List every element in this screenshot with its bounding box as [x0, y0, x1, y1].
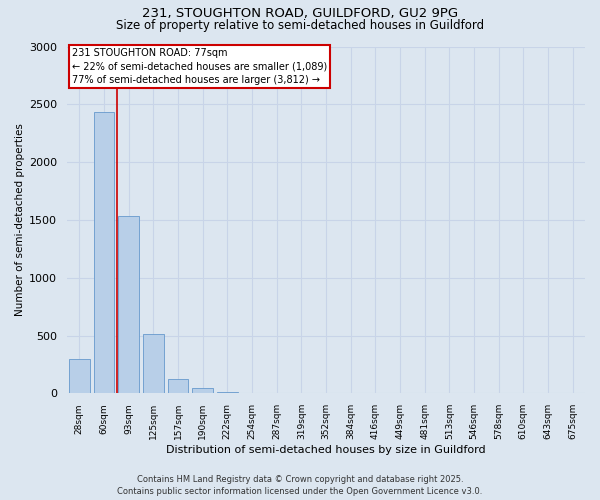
Bar	[69, 358, 90, 394]
Bar	[192, 388, 213, 394]
Bar	[217, 392, 238, 394]
Bar	[94, 112, 115, 394]
X-axis label: Distribution of semi-detached houses by size in Guildford: Distribution of semi-detached houses by …	[166, 445, 486, 455]
Bar	[143, 334, 164, 394]
Text: 231, STOUGHTON ROAD, GUILDFORD, GU2 9PG: 231, STOUGHTON ROAD, GUILDFORD, GU2 9PG	[142, 8, 458, 20]
Bar	[167, 379, 188, 394]
Text: Contains HM Land Registry data © Crown copyright and database right 2025.
Contai: Contains HM Land Registry data © Crown c…	[118, 474, 482, 496]
Bar	[242, 393, 262, 394]
Y-axis label: Number of semi-detached properties: Number of semi-detached properties	[15, 124, 25, 316]
Text: Size of property relative to semi-detached houses in Guildford: Size of property relative to semi-detach…	[116, 19, 484, 32]
Bar	[118, 216, 139, 394]
Text: 231 STOUGHTON ROAD: 77sqm
← 22% of semi-detached houses are smaller (1,089)
77% : 231 STOUGHTON ROAD: 77sqm ← 22% of semi-…	[72, 48, 328, 84]
